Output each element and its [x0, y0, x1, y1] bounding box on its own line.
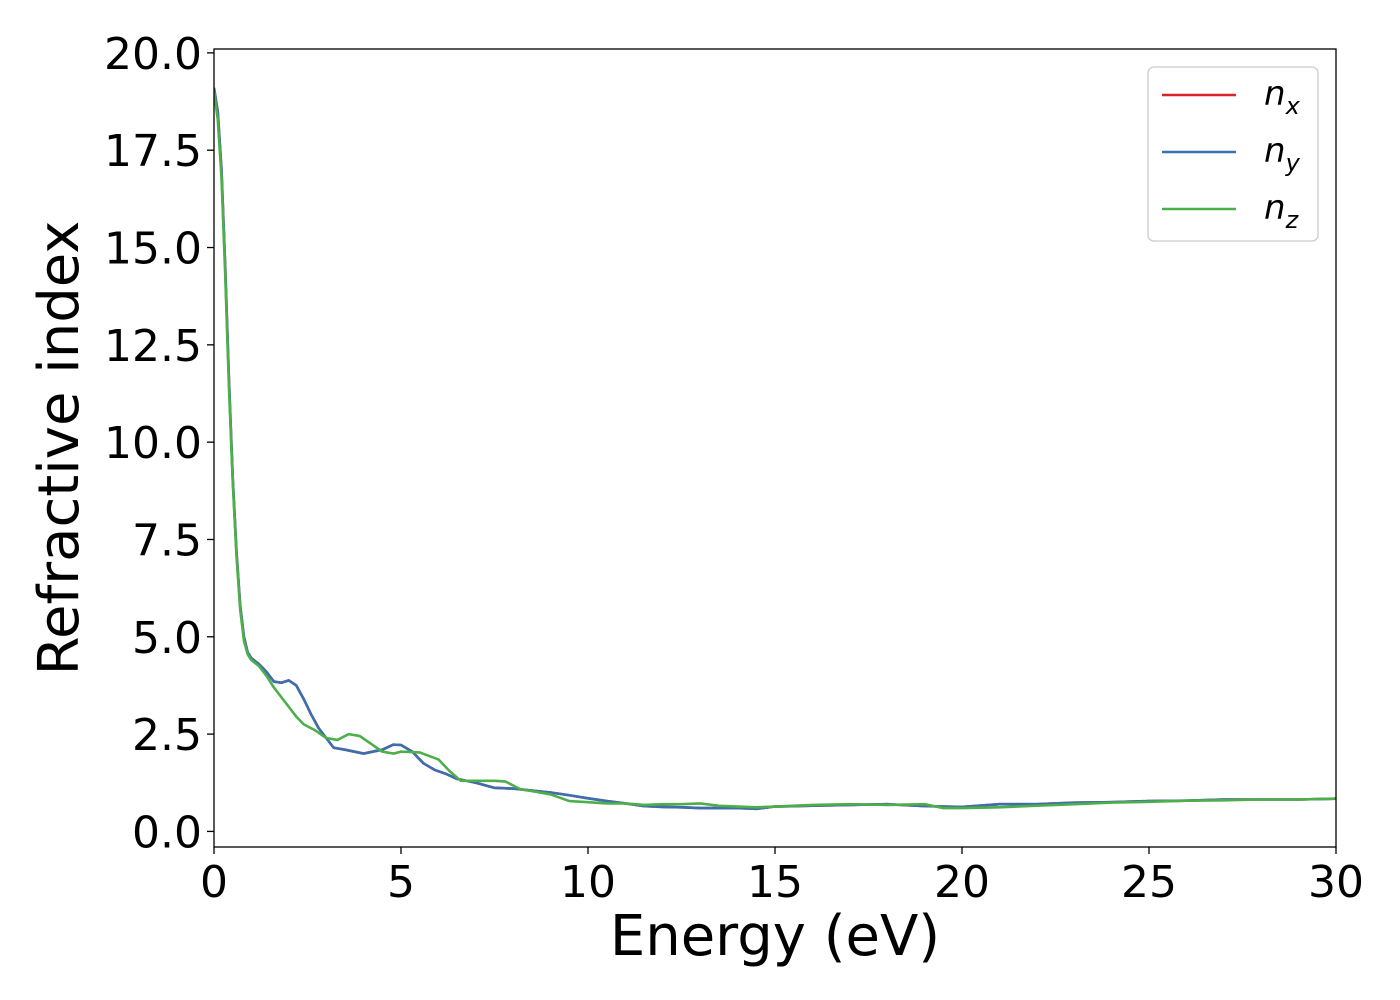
x-tick-label: 5 [387, 857, 415, 908]
x-tick-label: 0 [200, 857, 228, 908]
x-tick-label: 30 [1308, 857, 1364, 908]
series-line-nz [214, 91, 1336, 810]
y-tick-label: 17.5 [104, 126, 202, 177]
series-group [214, 87, 1336, 811]
y-tick-label: 12.5 [104, 321, 202, 372]
y-tick-label: 2.5 [132, 710, 202, 761]
y-tick-label: 20.0 [104, 29, 202, 80]
y-axis: 0.0 2.5 5.0 7.5 10.0 12.5 15.0 17.5 20.0 [104, 29, 214, 858]
x-axis: 0 5 10 15 20 25 30 [200, 847, 1364, 908]
legend-box [1147, 66, 1319, 242]
y-tick-label: 7.5 [132, 515, 202, 566]
legend-label-nz: nz [1264, 188, 1300, 234]
y-tick-label: 15.0 [104, 224, 202, 275]
x-tick-label: 15 [747, 857, 803, 908]
legend-label-nx: nx [1264, 74, 1301, 120]
y-axis-title: Refractive index [27, 221, 92, 676]
x-tick-label: 20 [934, 857, 990, 908]
legend: nx ny nz [1147, 66, 1319, 242]
y-tick-label: 10.0 [104, 418, 202, 469]
y-tick-label: 5.0 [132, 613, 202, 664]
legend-label-ny: ny [1264, 131, 1301, 177]
x-tick-label: 25 [1121, 857, 1177, 908]
x-axis-title: Energy (eV) [610, 904, 940, 969]
y-tick-label: 0.0 [132, 807, 202, 858]
x-tick-label: 10 [560, 857, 616, 908]
